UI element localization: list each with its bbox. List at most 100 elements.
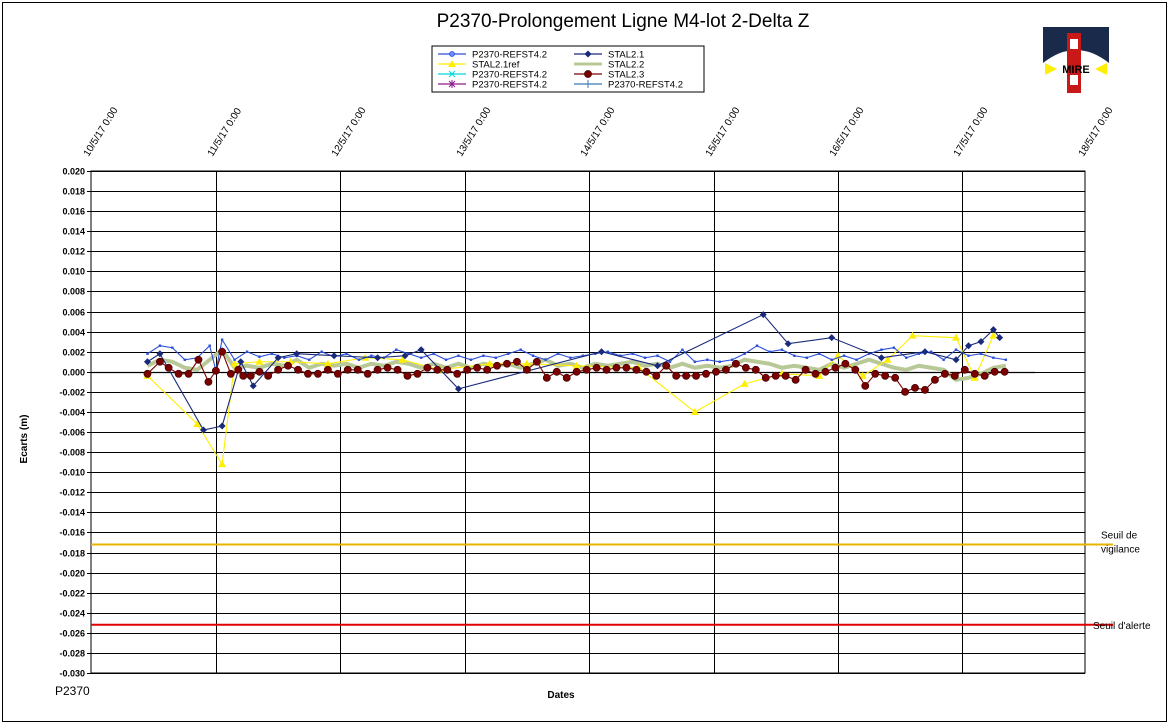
x-tick-label: 14/5/17 0:00	[579, 105, 618, 158]
legend-label: P2370-REFST4.2	[608, 80, 683, 91]
data-point	[692, 371, 700, 380]
data-point	[522, 359, 531, 367]
data-point	[171, 346, 174, 349]
data-point	[989, 331, 998, 339]
data-point	[158, 344, 162, 347]
data-point	[967, 354, 970, 357]
data-point	[407, 352, 410, 355]
data-point	[830, 358, 833, 361]
data-point	[264, 371, 273, 380]
data-point	[146, 352, 149, 355]
data-point	[960, 365, 969, 374]
data-point	[556, 352, 560, 355]
data-point	[274, 365, 282, 374]
y-tick-label: -0.024	[59, 609, 85, 619]
data-point	[323, 365, 332, 374]
data-point	[174, 369, 183, 378]
data-point	[226, 369, 235, 378]
data-point	[283, 356, 286, 359]
data-point	[373, 365, 382, 374]
plot-area	[90, 170, 1086, 674]
x-axis-ticks: 10/5/17 0:00 11/5/17 0:00 12/5/17 0:00 13/5…	[82, 105, 1116, 158]
data-point	[921, 348, 929, 356]
data-point	[143, 369, 152, 378]
data-point	[308, 358, 311, 361]
data-point	[950, 371, 959, 380]
data-point	[493, 361, 501, 370]
data-point	[965, 342, 973, 350]
data-point	[861, 381, 870, 390]
y-tick-label: -0.004	[59, 408, 85, 418]
data-point	[330, 352, 338, 360]
y-tick-label: -0.026	[59, 629, 85, 639]
y-tick-label: -0.022	[59, 589, 85, 599]
legend-item: STAL2.2	[574, 60, 644, 71]
data-point	[314, 369, 322, 378]
data-point	[818, 352, 821, 355]
data-point	[1000, 367, 1009, 376]
data-point	[211, 366, 220, 375]
data-point	[343, 365, 352, 374]
data-point	[444, 358, 448, 361]
y-tick-label: -0.016	[59, 528, 85, 538]
data-point	[743, 352, 746, 355]
data-point	[931, 375, 939, 384]
data-point	[883, 355, 892, 363]
data-point	[457, 354, 460, 357]
data-point	[199, 426, 207, 434]
data-point	[952, 333, 961, 341]
x-axis-label: Dates	[547, 690, 575, 701]
data-point	[619, 354, 622, 357]
data-point	[842, 354, 846, 357]
data-point	[237, 358, 245, 366]
data-point	[532, 357, 541, 366]
data-point	[220, 338, 224, 341]
data-point	[917, 352, 920, 355]
data-point	[383, 363, 392, 372]
threshold-lines: Seuil de vigilance Seuil d'alerte	[91, 530, 1151, 632]
data-point	[793, 354, 796, 357]
data-point	[867, 352, 871, 355]
data-point	[977, 338, 985, 346]
data-point	[755, 344, 759, 347]
data-point	[249, 382, 257, 390]
y-axis-label: Ecarts (m)	[19, 415, 30, 464]
data-point	[544, 358, 547, 361]
data-point	[582, 365, 591, 374]
data-point	[731, 359, 740, 368]
data-point	[270, 352, 274, 355]
y-tick-label: 0.014	[62, 227, 85, 237]
series-layer	[143, 311, 1009, 468]
data-point	[581, 354, 585, 357]
data-point	[740, 379, 749, 387]
data-point	[631, 352, 634, 355]
data-point	[469, 358, 473, 361]
legend-label: STAL2.2	[608, 60, 644, 71]
legend-label: STAL2.1	[608, 50, 644, 61]
data-point	[552, 367, 561, 376]
data-point	[246, 371, 255, 380]
data-point	[208, 344, 211, 347]
logo-right-arrow	[1095, 63, 1107, 75]
data-point	[996, 334, 1004, 342]
x-tick-label: 11/5/17 0:00	[206, 106, 245, 159]
y-tick-label: -0.018	[59, 549, 85, 559]
data-point	[871, 369, 880, 378]
data-point	[156, 357, 164, 366]
legend-item: STAL2.1ref	[438, 60, 520, 71]
data-point	[642, 367, 651, 376]
data-point	[507, 352, 510, 355]
data-point	[233, 358, 236, 361]
data-point	[877, 354, 885, 362]
data-point	[519, 348, 522, 351]
data-point	[239, 371, 248, 380]
y-tick-label: -0.012	[59, 488, 85, 498]
data-point	[204, 377, 213, 386]
data-point	[841, 359, 850, 368]
x-tick-label: 15/5/17 0:00	[704, 105, 743, 158]
data-point	[419, 356, 423, 359]
data-point	[293, 350, 301, 358]
data-point	[218, 422, 226, 430]
data-point	[602, 365, 611, 374]
data-point	[423, 363, 432, 372]
